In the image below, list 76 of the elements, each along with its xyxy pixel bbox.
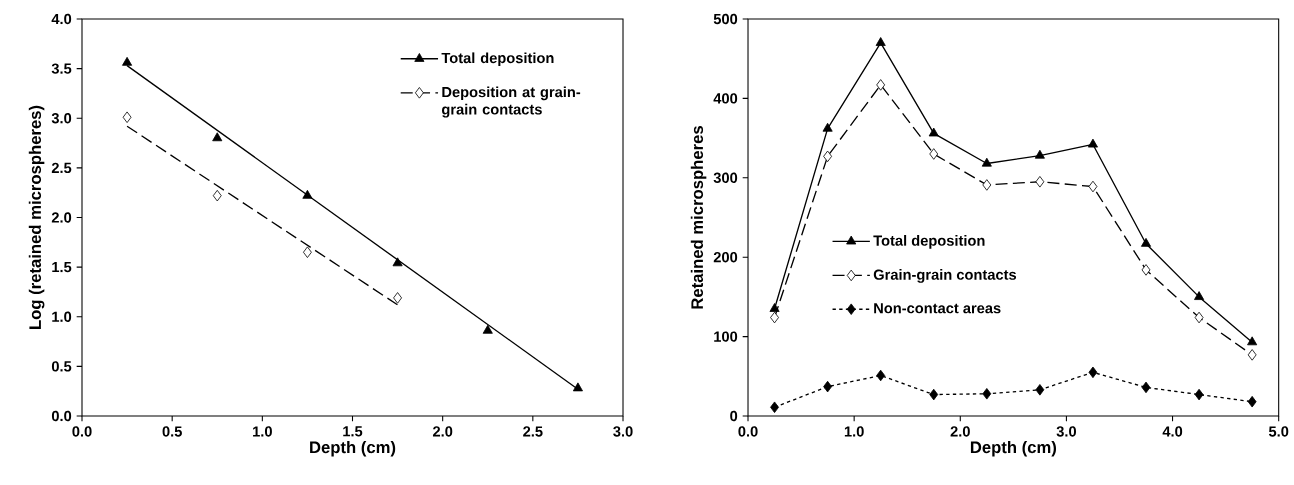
legend-label: Grain-grain contacts <box>873 269 1017 283</box>
point <box>823 380 833 393</box>
point <box>822 122 833 132</box>
point <box>1035 384 1045 396</box>
x-tick-label: 2.5 <box>523 426 543 437</box>
point <box>302 189 313 199</box>
x-tick-label: 0.0 <box>72 426 92 437</box>
point <box>770 401 779 413</box>
point <box>572 382 583 392</box>
point <box>929 148 939 160</box>
point <box>122 56 133 66</box>
y-tick-label: 400 <box>713 93 738 104</box>
y-tick-label: 2.0 <box>51 212 72 223</box>
point <box>393 292 402 304</box>
point <box>1034 149 1045 159</box>
point <box>1194 291 1205 300</box>
y-tick-label: 4.0 <box>51 13 72 25</box>
point <box>1247 336 1258 346</box>
point <box>769 303 780 312</box>
x-tick-label: 2.0 <box>432 426 453 437</box>
point <box>482 324 493 334</box>
x-tick-label: 3.0 <box>613 426 633 437</box>
y-tick-label: 1.5 <box>52 262 72 273</box>
point <box>1088 366 1098 379</box>
x-tick-label: 2.0 <box>950 426 970 437</box>
x-tick-label: 3.0 <box>1056 426 1076 437</box>
point <box>212 189 222 202</box>
point <box>929 388 939 401</box>
legend-label: Deposition at grain-grain contacts <box>441 86 581 118</box>
x-tick-label: 1.0 <box>253 426 272 437</box>
y-axis-title: Retained microspheres <box>690 126 707 309</box>
point <box>1194 311 1204 324</box>
point <box>982 179 992 191</box>
y-axis-title: Log (retained microspheres) <box>28 105 45 329</box>
y-tick-label: 3.5 <box>51 63 72 74</box>
point <box>875 37 886 46</box>
y-tick-label: 0.5 <box>51 361 72 372</box>
y-tick-label: 100 <box>714 331 738 342</box>
x-tick-label: 0.0 <box>738 426 758 437</box>
point <box>122 111 132 123</box>
point <box>1087 138 1098 148</box>
point <box>1088 180 1098 193</box>
point <box>1247 349 1257 361</box>
point <box>981 157 992 167</box>
point <box>1141 381 1151 394</box>
point <box>303 246 312 258</box>
x-tick-label: 1.0 <box>844 426 864 437</box>
y-tick-label: 300 <box>713 172 738 184</box>
point <box>212 132 223 142</box>
y-tick-label: 0.0 <box>51 410 72 422</box>
y-tick-label: 500 <box>713 13 738 25</box>
point <box>823 150 833 163</box>
point <box>982 388 992 400</box>
point <box>1035 176 1045 188</box>
x-tick-label: 1.5 <box>343 426 363 437</box>
y-tick-label: 3.0 <box>51 113 72 124</box>
point <box>876 79 886 91</box>
x-tick-label: 0.5 <box>162 426 182 437</box>
x-tick-label: 4.0 <box>1162 426 1183 437</box>
point <box>392 257 403 267</box>
point <box>1247 395 1257 408</box>
y-tick-label: 1.0 <box>52 311 72 322</box>
y-tick-label: 200 <box>713 252 738 263</box>
legend-label: Total deposition <box>441 52 554 67</box>
legend-label: Total deposition <box>873 235 985 249</box>
y-tick-label: 0 <box>730 410 738 422</box>
point <box>1194 388 1204 401</box>
legend-label: Non-contact areas <box>874 303 1001 314</box>
point <box>1141 264 1151 276</box>
y-tick-label: 2.5 <box>51 162 72 174</box>
x-axis-title: Depth (cm) <box>970 440 1057 457</box>
x-axis-title: Depth (cm) <box>310 440 396 457</box>
x-tick-label: 5.0 <box>1268 426 1289 437</box>
point <box>1140 237 1152 247</box>
point <box>876 369 886 382</box>
point <box>928 127 939 137</box>
